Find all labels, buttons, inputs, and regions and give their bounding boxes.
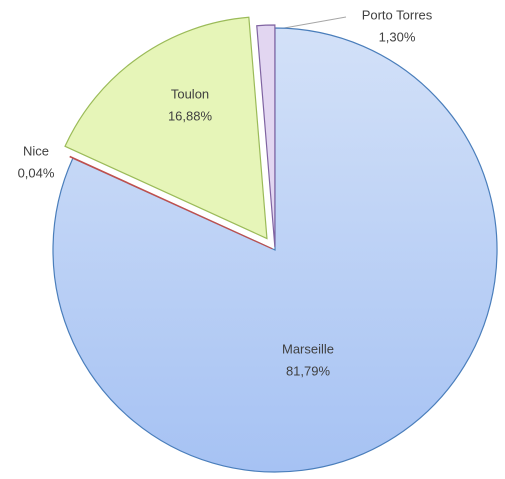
pie-slice <box>52 27 498 473</box>
slice-value-label: 0,04% <box>18 165 55 180</box>
slice-label: Nice <box>23 143 49 158</box>
slice-label: Porto Torres <box>362 7 433 22</box>
pie-slice <box>256 24 276 248</box>
slice-value-label: 1,30% <box>379 29 416 44</box>
slice-label: Toulon <box>171 86 209 101</box>
slice-label: Marseille <box>282 341 334 356</box>
pie-slice <box>69 155 273 250</box>
pie-slice <box>64 16 268 240</box>
slice-value-label: 16,88% <box>168 108 213 123</box>
slice-value-label: 81,79% <box>286 363 331 378</box>
